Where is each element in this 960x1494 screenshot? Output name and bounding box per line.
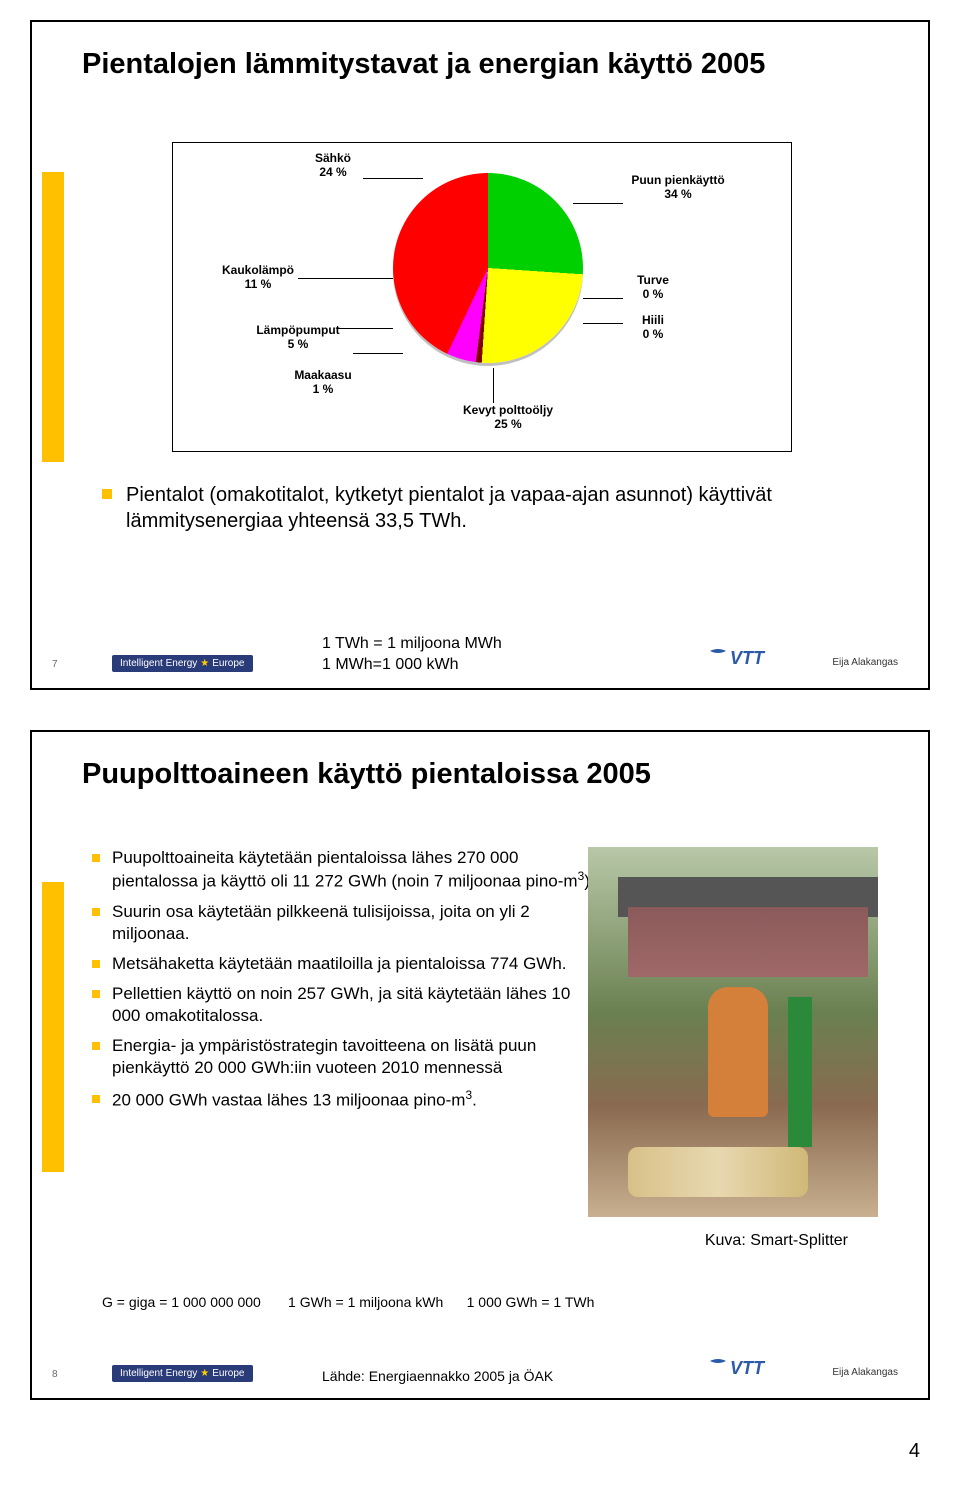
slide-title: Puupolttoaineen käyttö pientaloissa 2005: [82, 757, 882, 792]
bullet-text: Puupolttoaineita käytetään pientaloissa …: [112, 847, 592, 893]
bullet-item: Energia- ja ympäristöstrategin tavoittee…: [92, 1035, 592, 1079]
slide-8: Puupolttoaineen käyttö pientaloissa 2005…: [30, 730, 930, 1400]
bullet-item: Puupolttoaineita käytetään pientaloissa …: [92, 847, 592, 893]
label-kauko: Kaukolämpö11 %: [213, 263, 303, 292]
bullet-text: Pientalot (omakotitalot, kytketyt pienta…: [126, 482, 872, 534]
bullet-icon: [92, 960, 100, 968]
label-hiili: Hiili0 %: [623, 313, 683, 342]
pie-chart: [393, 173, 583, 363]
label-turve: Turve0 %: [623, 273, 683, 302]
intelligent-energy-logo: Intelligent Energy★Europe: [112, 655, 253, 672]
intelligent-energy-logo: Intelligent Energy★Europe: [112, 1365, 253, 1382]
author-label: Eija Alakangas: [832, 1367, 898, 1378]
bullet-icon: [92, 990, 100, 998]
svg-text:VTT: VTT: [730, 648, 766, 668]
bullet-icon: [92, 854, 100, 862]
bullet-item: Metsähaketta käytetään maatiloilla ja pi…: [92, 953, 592, 975]
bullet-text: Suurin osa käytetään pilkkeenä tulisijoi…: [112, 901, 592, 945]
bullet-text: Pellettien käyttö on noin 257 GWh, ja si…: [112, 983, 592, 1027]
unit-note: 1 TWh = 1 miljoona MWh 1 MWh=1 000 kWh: [322, 634, 502, 676]
bullet-block: Pientalot (omakotitalot, kytketyt pienta…: [102, 482, 872, 542]
label-maakaasu: Maakaasu1 %: [288, 368, 358, 397]
bullet-text: 20 000 GWh vastaa lähes 13 miljoonaa pin…: [112, 1088, 477, 1112]
unit-definitions: G = giga = 1 000 000 000 1 GWh = 1 miljo…: [102, 1294, 594, 1310]
slide-number: 8: [52, 1369, 58, 1380]
bullet-icon: [92, 908, 100, 916]
slide-7: Pientalojen lämmitystavat ja energian kä…: [30, 20, 930, 690]
bullet-item: Suurin osa käytetään pilkkeenä tulisijoi…: [92, 901, 592, 945]
vtt-logo: VTT: [708, 1357, 788, 1384]
bullet-text: Energia- ja ympäristöstrategin tavoittee…: [112, 1035, 592, 1079]
side-accent: [42, 882, 64, 1172]
svg-text:VTT: VTT: [730, 1358, 766, 1378]
bullet-item: Pientalot (omakotitalot, kytketyt pienta…: [102, 482, 872, 534]
source-label: Lähde: Energiaennakko 2005 ja ÖAK: [322, 1368, 553, 1384]
bullet-item: Pellettien käyttö on noin 257 GWh, ja si…: [92, 983, 592, 1027]
label-lampop: Lämpöpumput5 %: [248, 323, 348, 352]
author-label: Eija Alakangas: [832, 657, 898, 668]
slide-title: Pientalojen lämmitystavat ja energian kä…: [82, 47, 882, 82]
photo-caption: Kuva: Smart-Splitter: [705, 1232, 848, 1250]
photo-smart-splitter: [588, 847, 878, 1217]
bullet-icon: [102, 489, 112, 499]
bullet-icon: [92, 1042, 100, 1050]
bullet-text: Metsähaketta käytetään maatiloilla ja pi…: [112, 953, 567, 975]
slide-number: 7: [52, 659, 58, 670]
bullet-list: Puupolttoaineita käytetään pientaloissa …: [92, 847, 592, 1119]
label-kevyt: Kevyt polttoöljy25 %: [453, 403, 563, 432]
page-number: 4: [0, 1440, 960, 1463]
bullet-item: 20 000 GWh vastaa lähes 13 miljoonaa pin…: [92, 1088, 592, 1112]
label-puun: Puun pienkäyttö34 %: [623, 173, 733, 202]
vtt-logo: VTT: [708, 647, 788, 674]
pie-chart-box: Sähkö24 % Puun pienkäyttö34 % Turve0 % H…: [172, 142, 792, 452]
bullet-icon: [92, 1095, 100, 1103]
label-sahko: Sähkö24 %: [303, 151, 363, 180]
side-accent: [42, 172, 64, 462]
